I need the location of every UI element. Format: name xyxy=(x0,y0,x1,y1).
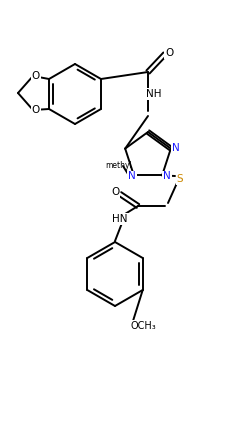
Text: HN: HN xyxy=(112,214,128,224)
Text: NH: NH xyxy=(146,89,162,99)
Text: O: O xyxy=(111,187,119,197)
Text: OCH₃: OCH₃ xyxy=(130,321,156,331)
Text: O: O xyxy=(165,48,173,58)
Text: S: S xyxy=(177,174,183,184)
Text: O: O xyxy=(32,71,40,81)
Text: N: N xyxy=(163,171,171,181)
Text: N: N xyxy=(128,171,136,181)
Text: N: N xyxy=(172,142,180,153)
Text: O: O xyxy=(32,105,40,115)
Text: methyl: methyl xyxy=(106,162,132,170)
